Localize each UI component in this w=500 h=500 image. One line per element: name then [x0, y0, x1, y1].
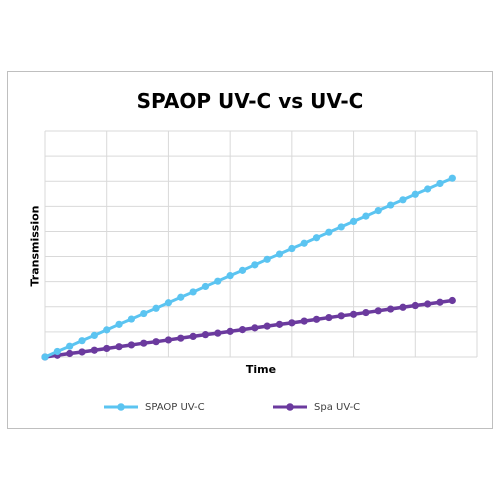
data-point — [140, 309, 148, 318]
data-point — [78, 348, 86, 356]
data-point — [103, 344, 111, 353]
legend-label: SPAOP UV-C — [145, 401, 205, 413]
data-point — [300, 317, 308, 325]
data-point — [53, 347, 61, 356]
data-point — [152, 338, 160, 346]
legend-marker — [273, 403, 307, 411]
data-point — [312, 234, 321, 242]
data-point — [189, 288, 197, 296]
data-point — [424, 300, 432, 308]
data-point — [300, 239, 308, 247]
data-point — [362, 212, 370, 220]
data-point — [66, 349, 74, 358]
data-point — [41, 353, 49, 361]
data-point — [275, 250, 284, 258]
legend-item-spaop-uvc: SPAOP UV-C — [103, 400, 205, 414]
data-point — [337, 223, 345, 231]
data-point — [115, 343, 123, 351]
data-point — [436, 298, 444, 306]
data-point — [251, 324, 259, 332]
data-point — [424, 185, 432, 193]
data-point — [152, 304, 160, 312]
data-point — [275, 320, 284, 328]
data-point — [189, 332, 197, 341]
data-point — [177, 293, 185, 301]
data-point — [226, 272, 234, 280]
data-point — [214, 277, 222, 285]
data-point — [66, 342, 74, 350]
data-point — [411, 301, 419, 310]
data-point — [325, 313, 333, 322]
data-point — [374, 307, 382, 315]
x-axis-label: Time — [245, 363, 277, 376]
data-point — [78, 337, 86, 345]
data-point — [263, 322, 271, 330]
legend-point — [117, 403, 125, 411]
data-point — [251, 261, 259, 269]
gridlines — [44, 130, 478, 358]
series-line — [44, 176, 453, 359]
data-point — [238, 326, 247, 334]
data-point — [362, 308, 370, 317]
data-point — [177, 334, 185, 342]
data-point — [399, 196, 407, 204]
data-point — [164, 336, 173, 344]
series-line — [44, 298, 453, 359]
series-0 — [41, 174, 456, 361]
data-point — [411, 190, 419, 198]
data-point — [238, 266, 247, 274]
data-point — [436, 179, 444, 188]
data-point — [127, 315, 135, 323]
data-point — [387, 201, 395, 209]
data-point — [103, 326, 111, 334]
series-1 — [41, 296, 456, 361]
data-point — [325, 228, 333, 236]
chart-title: SPAOP UV-C vs UV-C — [136, 89, 364, 113]
legend-marker — [104, 403, 138, 411]
data-point — [214, 329, 222, 337]
data-point — [448, 296, 456, 305]
legend-label: Spa UV-C — [314, 401, 361, 413]
data-point — [312, 315, 321, 323]
data-point — [90, 346, 98, 354]
data-point — [115, 320, 123, 328]
data-point — [374, 207, 382, 215]
data-point — [448, 174, 456, 182]
data-point — [164, 299, 173, 307]
data-point — [288, 244, 296, 253]
data-point — [140, 339, 148, 347]
legend-point — [286, 403, 294, 411]
data-point — [263, 255, 271, 263]
data-point — [349, 310, 358, 318]
data-point — [201, 282, 210, 291]
data-point — [90, 331, 98, 340]
data-point — [201, 331, 210, 339]
data-point — [127, 341, 135, 349]
data-point — [226, 327, 234, 335]
data-point — [288, 319, 296, 327]
data-point — [337, 312, 345, 320]
legend-item-spa-uvc: Spa UV-C — [272, 400, 360, 414]
data-point — [349, 217, 358, 225]
data-point — [387, 305, 395, 313]
data-point — [399, 303, 407, 311]
